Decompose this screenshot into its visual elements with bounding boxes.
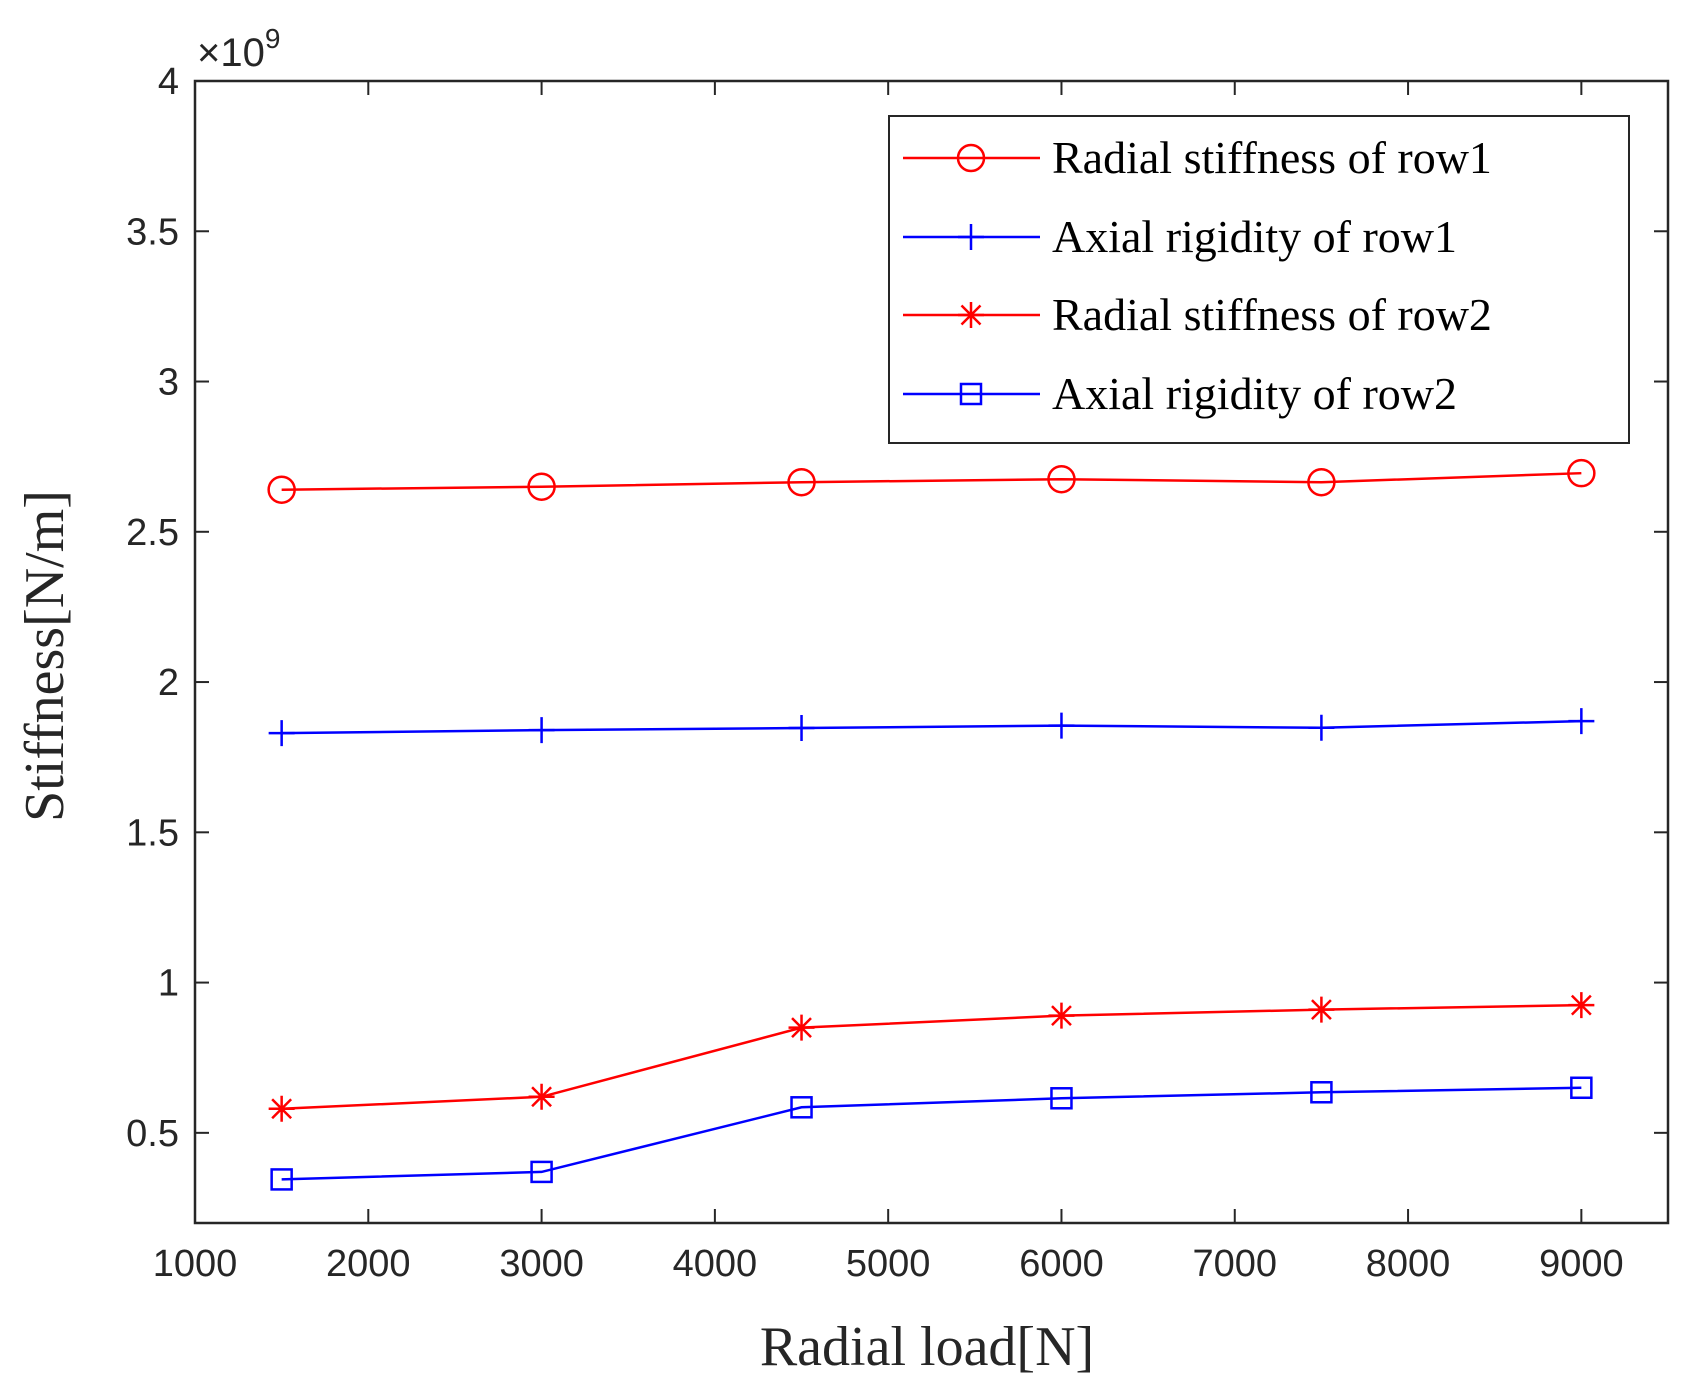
series-3-point (788, 1014, 815, 1041)
series-4-point (270, 1168, 293, 1191)
y-axis-ticks: 0.5 1 1.5 2 2.5 3 3.5 4 (126, 61, 1668, 1155)
series-lines (281, 471, 1582, 1181)
x-axis-ticks: 1000 2000 3000 4000 5000 6000 7000 8000 9000 (153, 81, 1624, 1285)
legend: Radial stiffness of row1 Axial rigidity o… (888, 115, 1630, 444)
series-line-2 (281, 719, 1582, 735)
legend-box (888, 115, 1630, 444)
series-1-point (267, 475, 296, 504)
series-1-point (787, 467, 816, 497)
x-tick-label: 2000 (326, 1243, 411, 1285)
x-tick-label: 4000 (673, 1243, 758, 1285)
series-3-point (1568, 992, 1595, 1019)
series-line-3 (281, 1003, 1582, 1111)
series-1-point (1047, 464, 1076, 494)
y-exponent-power: 9 (265, 23, 281, 54)
y-tick-label: 2.5 (126, 512, 179, 554)
series-2-point (528, 717, 555, 744)
y-axis-title: Stiffness[N/m] (14, 490, 76, 822)
x-tick-label: 3000 (499, 1243, 584, 1285)
series-line-1 (281, 471, 1582, 491)
series-2-point (1308, 714, 1335, 741)
y-tick-label: 0.5 (126, 1113, 179, 1155)
y-tick-label: 1.5 (126, 812, 179, 854)
series-1-point (527, 472, 556, 501)
series-2-point (1048, 712, 1075, 739)
series-3-point (1308, 996, 1335, 1023)
series-2-point (268, 720, 295, 747)
series-1-point (1567, 458, 1596, 488)
series-3-point (1048, 1002, 1075, 1029)
y-tick-label: 4 (158, 61, 179, 103)
series-markers (267, 458, 1596, 1191)
y-tick-label: 1 (158, 963, 179, 1005)
series-line-4 (281, 1086, 1582, 1181)
series-4-point (1050, 1087, 1073, 1110)
series-4-point (790, 1096, 813, 1119)
legend-marker-2 (958, 224, 984, 250)
legend-label-3: Radial stiffness of row2 (1052, 289, 1492, 340)
series-4-point (1570, 1076, 1593, 1100)
x-axis-title: Radial load[N] (760, 1316, 1094, 1378)
series-3-point (528, 1083, 555, 1110)
x-tick-label: 1000 (153, 1243, 238, 1285)
series-1-point (1307, 467, 1336, 497)
x-tick-label: 7000 (1192, 1243, 1277, 1285)
series-2-point (1568, 708, 1595, 735)
x-tick-label: 5000 (846, 1243, 931, 1285)
legend-label-2: Axial rigidity of row1 (1052, 211, 1457, 262)
x-tick-label: 9000 (1539, 1243, 1624, 1285)
legend-label-4: Axial rigidity of row2 (1052, 368, 1457, 419)
legend-marker-4 (959, 382, 983, 406)
y-exponent-label: ×109 (197, 23, 280, 75)
series-2-point (788, 715, 815, 742)
series-4-point (1310, 1081, 1333, 1104)
y-tick-label: 3 (158, 362, 179, 404)
legend-marker-1 (956, 143, 986, 173)
legend-label-1: Radial stiffness of row1 (1052, 132, 1492, 183)
series-4-point (530, 1160, 553, 1184)
y-tick-label: 2 (158, 662, 179, 704)
y-tick-label: 3.5 (126, 211, 179, 253)
x-tick-label: 8000 (1366, 1243, 1451, 1285)
plot-frame (193, 79, 1670, 1225)
y-exponent-base: ×10 (197, 31, 265, 75)
series-3-point (268, 1095, 295, 1122)
legend-marker-3 (958, 302, 984, 328)
x-tick-label: 6000 (1019, 1243, 1104, 1285)
